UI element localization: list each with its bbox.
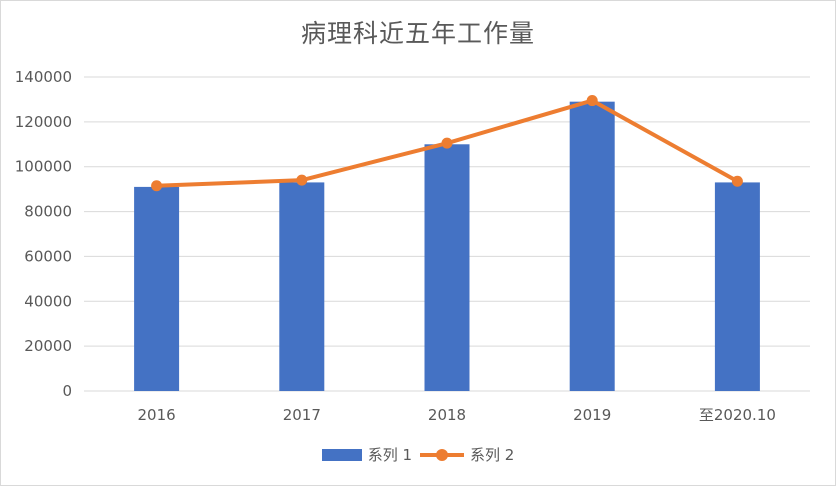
bar-0 bbox=[134, 186, 180, 391]
x-tick-label-2: 2018 bbox=[428, 406, 466, 424]
x-tick-label-1: 2017 bbox=[283, 406, 321, 424]
legend-label-series-1: 系列 1 bbox=[367, 446, 412, 464]
y-tick-label-4: 80000 bbox=[24, 203, 72, 221]
x-tick-label-4: 至2020.10 bbox=[699, 406, 776, 424]
legend-swatch-line bbox=[420, 448, 464, 461]
bar-1 bbox=[279, 182, 325, 391]
y-tick-label-6: 120000 bbox=[15, 113, 72, 131]
y-tick-label-3: 60000 bbox=[24, 247, 72, 265]
x-tick-label-0: 2016 bbox=[138, 406, 176, 424]
line-point-1 bbox=[296, 174, 308, 186]
line-point-4 bbox=[731, 175, 743, 187]
y-tick-label-0: 0 bbox=[62, 382, 72, 400]
x-tick-label-3: 2019 bbox=[573, 406, 611, 424]
line-point-3 bbox=[586, 95, 598, 107]
bar-2 bbox=[424, 144, 470, 391]
legend-item-series-2: 系列 2 bbox=[420, 444, 514, 465]
chart-title: 病理科近五年工作量 bbox=[300, 19, 535, 48]
bar-3 bbox=[569, 101, 615, 392]
y-tick-label-5: 100000 bbox=[15, 158, 72, 176]
legend-item-series-1: 系列 1 bbox=[321, 444, 412, 465]
y-tick-label-2: 40000 bbox=[24, 292, 72, 310]
legend: 系列 1 系列 2 bbox=[0, 444, 836, 465]
legend-swatch-bar bbox=[321, 448, 362, 461]
line-point-0 bbox=[151, 180, 163, 192]
legend-label-series-2: 系列 2 bbox=[470, 446, 515, 464]
bar-4 bbox=[714, 182, 760, 391]
y-tick-label-7: 140000 bbox=[15, 68, 72, 86]
line-point-2 bbox=[441, 137, 453, 149]
y-tick-label-1: 20000 bbox=[24, 337, 72, 355]
